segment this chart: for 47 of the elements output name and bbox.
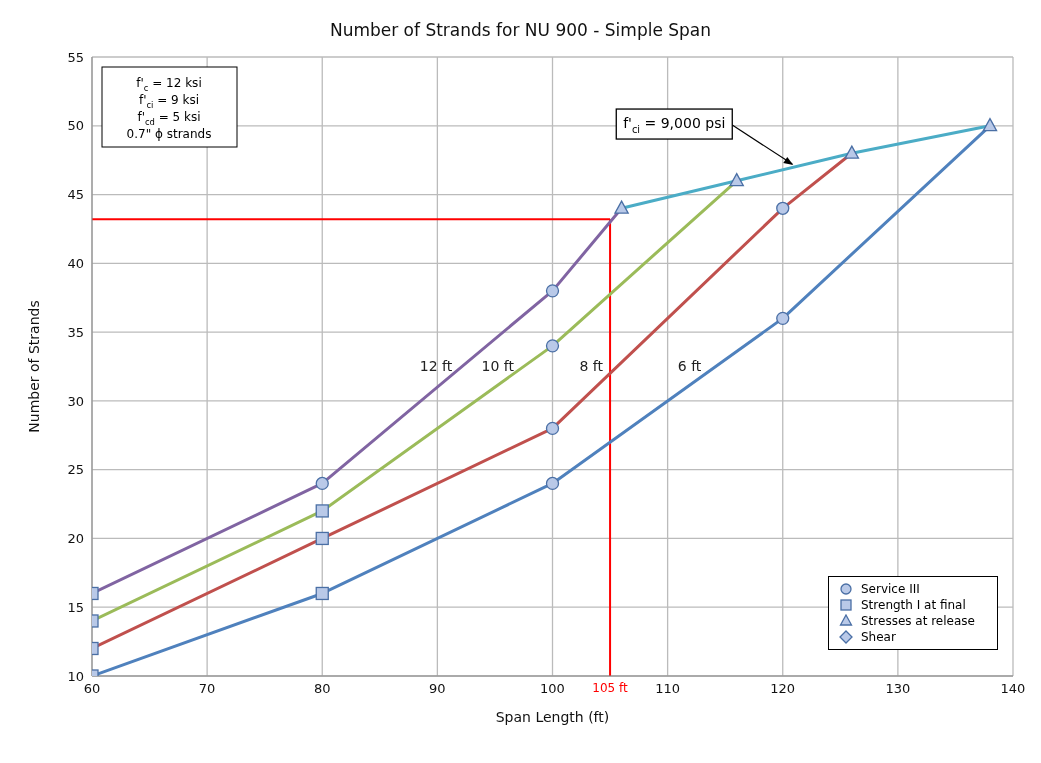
y-tick-label: 50 <box>67 118 84 134</box>
point <box>776 311 790 326</box>
ref-line-label: 105 ft <box>592 681 629 695</box>
series-label: 6 ft <box>677 357 702 374</box>
y-tick-label: 10 <box>67 668 84 684</box>
annotation: f'$_{c}$ = 12 ksi <box>136 75 202 93</box>
x-tick-label: 70 <box>198 681 216 697</box>
x-axis-title: Span Length (ft) <box>495 709 610 725</box>
x-tick-label: 140 <box>1000 681 1026 697</box>
series-label: 12 ft <box>419 357 453 374</box>
y-axis-title: Number of Strands <box>25 300 42 433</box>
point <box>545 284 560 298</box>
x-tick-label: 120 <box>770 681 796 697</box>
legend-label: Stresses at release <box>861 614 975 628</box>
point <box>315 476 329 491</box>
x-tick-label: 130 <box>885 681 911 697</box>
x-tick-label: 90 <box>429 681 446 697</box>
legend-label: Service III <box>861 582 920 596</box>
point <box>844 145 860 159</box>
y-tick-label: 40 <box>67 255 84 271</box>
point <box>545 339 560 353</box>
x-tick-label: 110 <box>655 681 681 697</box>
y-tick-label: 45 <box>67 187 84 203</box>
annotation: f'$_{cd}$ = 5 ksi <box>137 109 201 127</box>
annotation: 0.7" ϕ strands <box>126 126 212 141</box>
point <box>729 172 744 187</box>
y-tick-label: 35 <box>67 324 84 340</box>
y-tick-label: 55 <box>67 49 84 65</box>
point <box>776 201 790 215</box>
y-tick-label: 25 <box>67 462 84 478</box>
annotation: f'$_{ci}$ = 9 ksi <box>138 92 200 110</box>
x-tick-label: 80 <box>313 681 331 697</box>
chart-title: Number of Strands for NU 900 - Simple Span <box>329 20 712 40</box>
series-label: 10 ft <box>481 357 515 374</box>
x-tick-label: 60 <box>83 681 101 697</box>
series-label: 8 ft <box>579 357 604 374</box>
point <box>545 476 560 491</box>
point <box>982 117 998 132</box>
point <box>614 200 629 214</box>
legend-label: Strength I at final <box>861 598 966 612</box>
legend-label: Shear <box>861 630 896 644</box>
y-tick-label: 15 <box>67 599 84 615</box>
y-tick-label: 20 <box>67 531 84 547</box>
text: f'$_{ci}$ = 9,000 psi <box>623 115 726 135</box>
y-tick-label: 30 <box>67 393 84 409</box>
point <box>545 421 560 436</box>
x-tick-label: 100 <box>540 681 565 697</box>
